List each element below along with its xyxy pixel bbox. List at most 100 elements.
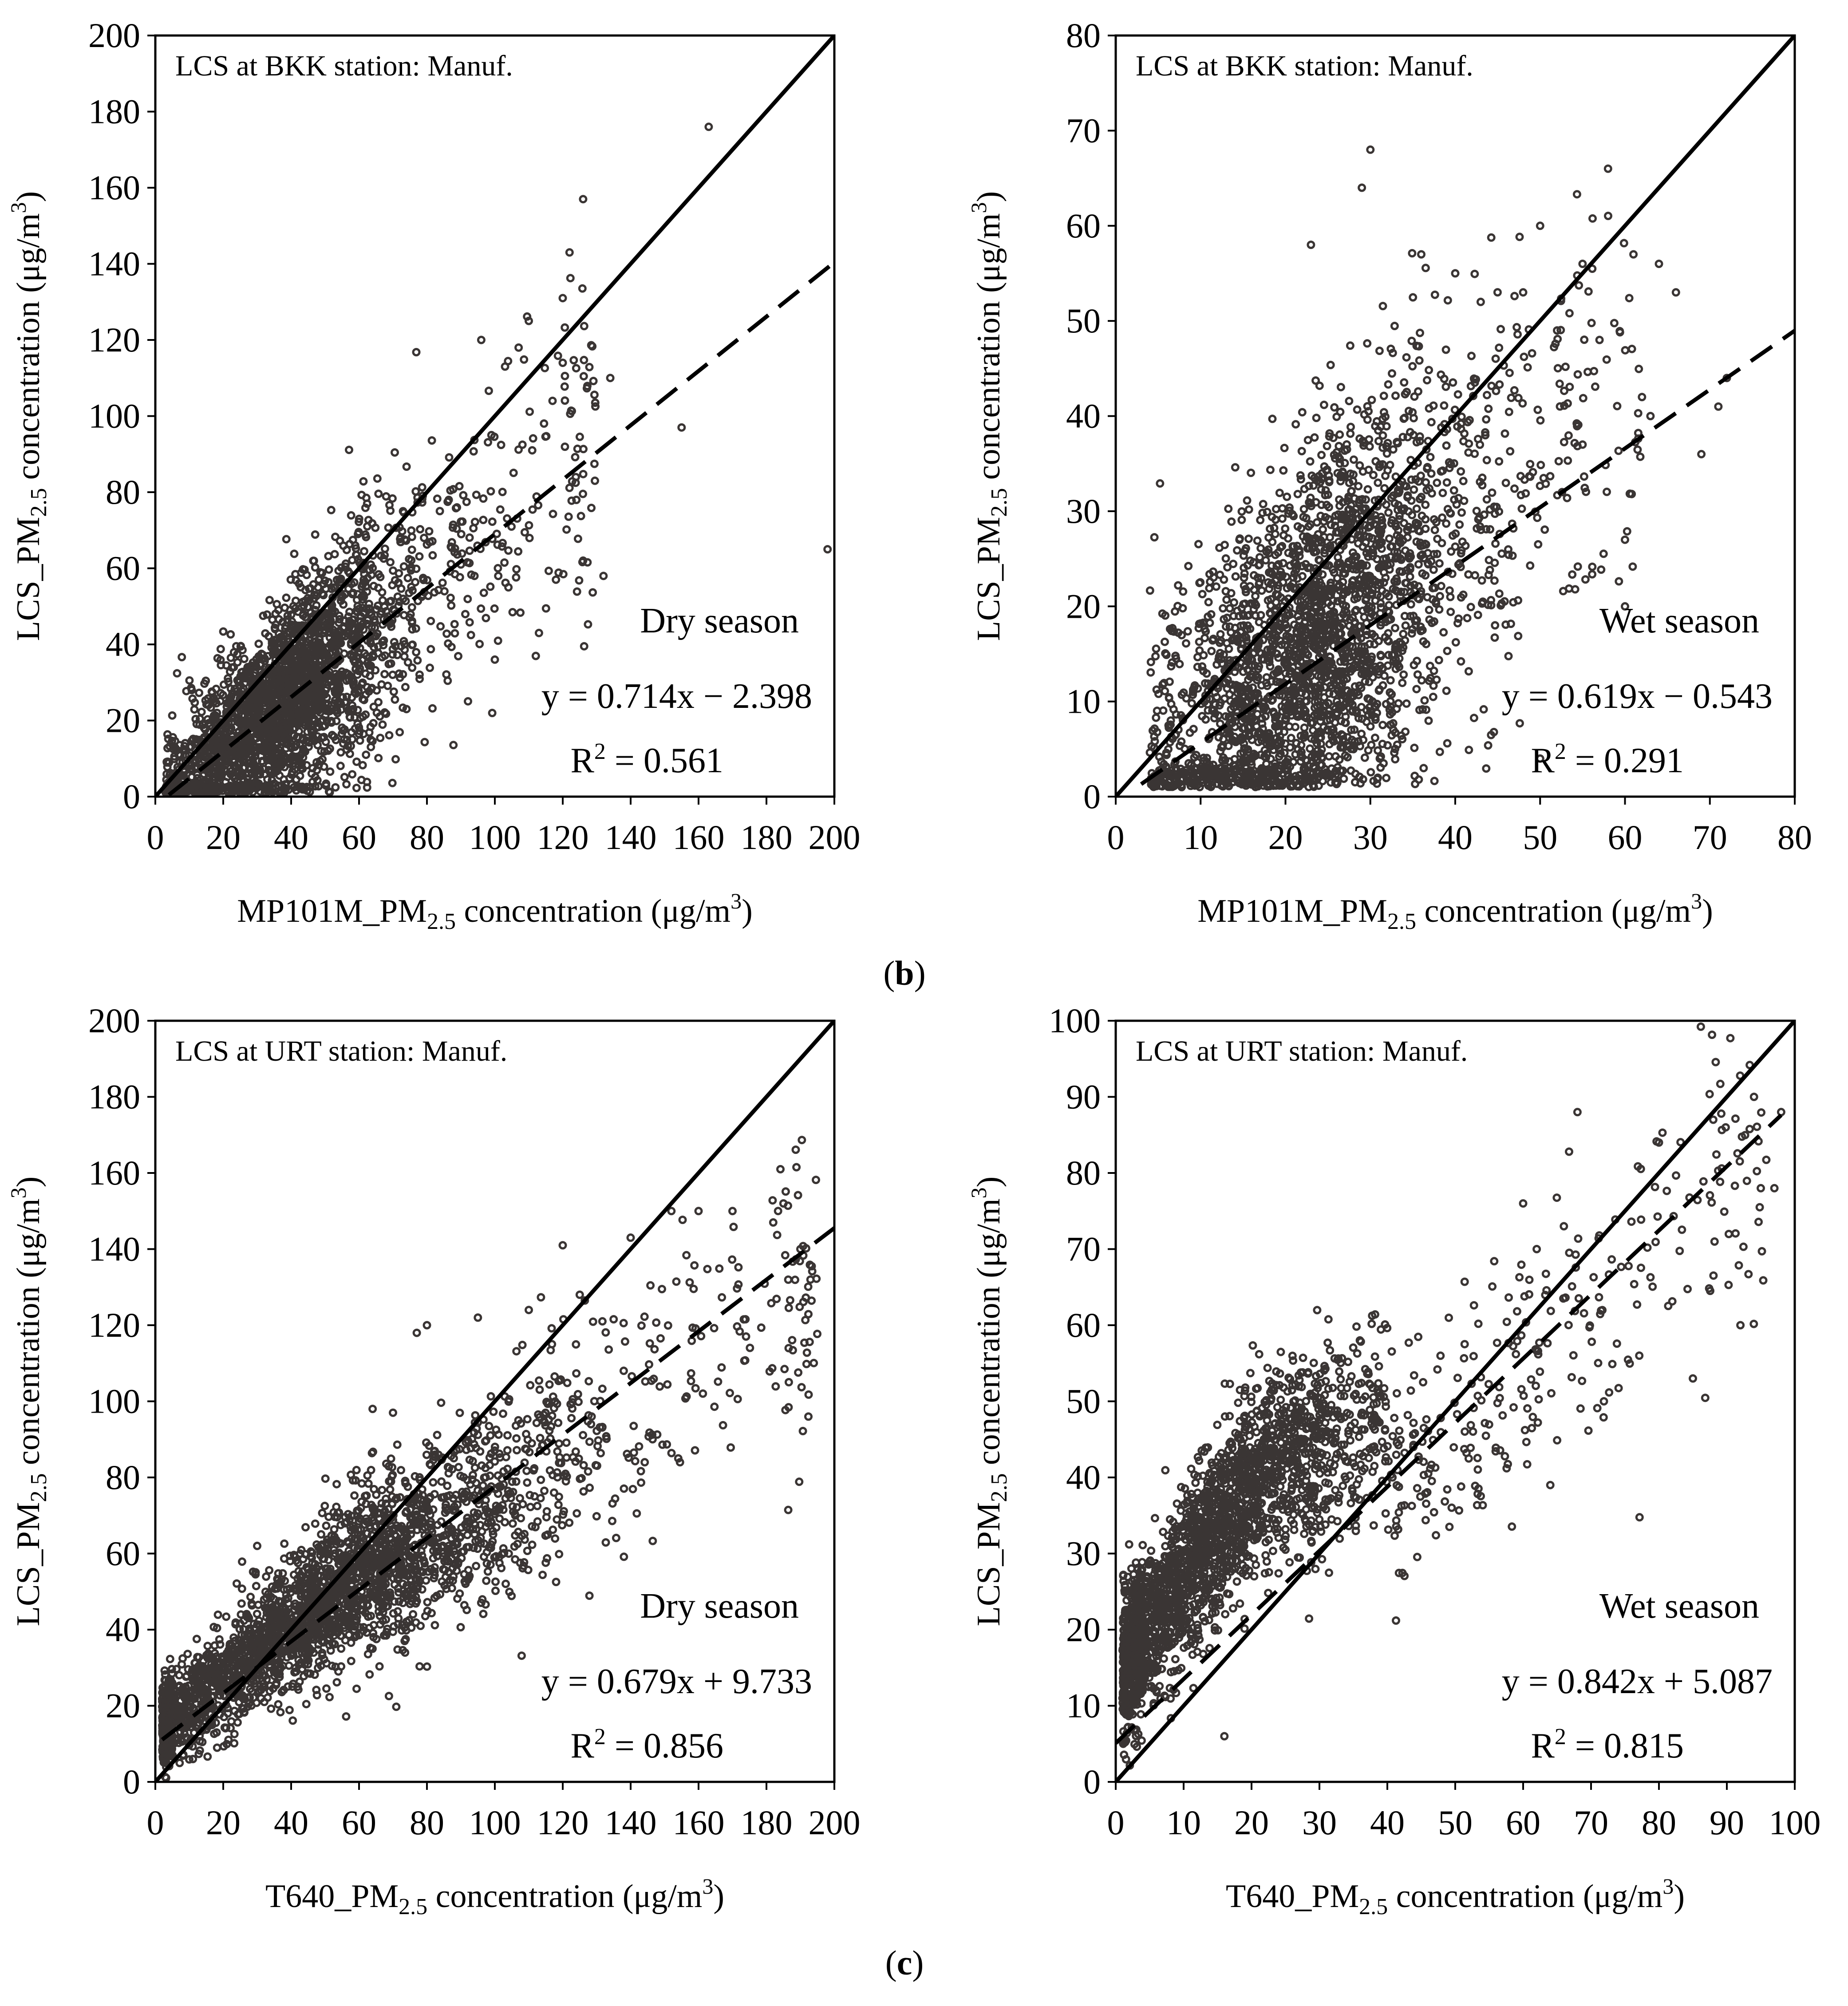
season-label: Dry season: [640, 601, 799, 640]
data-point: [350, 688, 359, 697]
data-point: [1570, 438, 1579, 447]
data-point: [1227, 715, 1236, 724]
data-point: [1390, 322, 1399, 330]
data-point: [1225, 604, 1234, 613]
x-tick-label: 200: [809, 818, 861, 857]
data-point: [291, 570, 300, 579]
data-point: [345, 712, 354, 721]
data-point: [455, 482, 464, 490]
data-point: [190, 698, 199, 707]
data-point: [1231, 572, 1240, 581]
data-point: [1565, 383, 1574, 391]
data-point: [333, 640, 342, 649]
data-point: [1312, 414, 1321, 423]
data-point: [1457, 467, 1465, 476]
data-point: [316, 614, 325, 623]
data-point: [219, 680, 228, 689]
data-point: [562, 525, 571, 534]
data-point: [1174, 628, 1183, 637]
data-point: [1580, 336, 1589, 344]
data-point: [225, 667, 234, 676]
data-point: [298, 734, 307, 742]
data-point: [1395, 567, 1404, 576]
data-point: [1198, 662, 1207, 671]
data-point: [359, 695, 368, 704]
data-point: [1299, 513, 1308, 521]
data-point: [677, 423, 686, 432]
data-point: [355, 727, 364, 735]
data-point: [1345, 397, 1354, 406]
data-point: [1528, 468, 1537, 477]
data-point: [1241, 585, 1250, 593]
data-point: [293, 718, 302, 726]
data-point: [308, 683, 316, 691]
data-point: [1166, 716, 1175, 725]
data-point: [1216, 719, 1224, 728]
data-point: [1411, 780, 1420, 788]
data-point: [487, 430, 496, 439]
data-point: [428, 537, 437, 545]
data-point: [1378, 681, 1387, 690]
data-point: [1393, 438, 1402, 446]
data-point: [1398, 433, 1407, 442]
data-point: [1366, 517, 1375, 526]
data-point: [377, 680, 386, 689]
y-tick-label: 120: [88, 320, 140, 359]
data-point: [1495, 344, 1504, 352]
data-point: [268, 721, 277, 730]
data-point: [1422, 486, 1431, 494]
data-point: [1579, 472, 1588, 481]
data-point: [1484, 571, 1493, 579]
data-point: [518, 440, 527, 449]
data-point: [370, 615, 379, 624]
data-point: [1400, 378, 1409, 387]
data-point: [1189, 691, 1197, 699]
data-point: [1281, 758, 1290, 767]
data-point: [1410, 485, 1418, 494]
data-point: [1354, 622, 1363, 631]
data-point: [1400, 519, 1409, 528]
data-point: [1393, 587, 1401, 596]
data-point: [262, 746, 271, 755]
data-point: [1297, 447, 1306, 455]
data-point: [1572, 190, 1581, 199]
data-point: [388, 778, 397, 787]
data-point: [465, 618, 474, 627]
data-point: [1311, 376, 1320, 385]
data-point: [1296, 471, 1305, 480]
data-point: [1202, 669, 1211, 678]
data-point: [291, 621, 300, 629]
y-tick-label: 100: [88, 397, 140, 435]
data-point: [1366, 768, 1375, 777]
data-point: [1327, 671, 1336, 679]
data-point: [223, 755, 232, 764]
data-point: [580, 642, 588, 651]
data-point: [1329, 690, 1338, 699]
data-point: [265, 674, 273, 683]
data-point: [278, 758, 287, 767]
data-point: [1282, 636, 1291, 645]
data-point: [1362, 631, 1371, 640]
data-point: [1454, 614, 1463, 623]
one-to-one-line: [155, 36, 834, 797]
data-point: [1508, 551, 1517, 560]
data-point: [1371, 422, 1380, 430]
data-point: [317, 734, 326, 742]
data-point: [1584, 287, 1593, 296]
data-point: [1287, 734, 1295, 742]
data-point: [407, 526, 416, 535]
data-point: [1263, 645, 1272, 654]
data-point: [386, 558, 395, 567]
data-point: [1560, 438, 1568, 446]
chart-panel-b-wet: 0 10 20 30 40 50 60 70 80 0 10 20 30 40 50 60 70 80 MP101M…: [960, 0, 1848, 967]
data-point: [336, 762, 345, 770]
data-point: [324, 654, 333, 663]
data-point: [1310, 711, 1319, 720]
data-point: [1225, 679, 1234, 688]
data-point: [271, 679, 280, 688]
data-point: [579, 372, 588, 381]
data-point: [1325, 610, 1334, 619]
data-point: [492, 529, 501, 538]
data-point: [575, 432, 584, 441]
